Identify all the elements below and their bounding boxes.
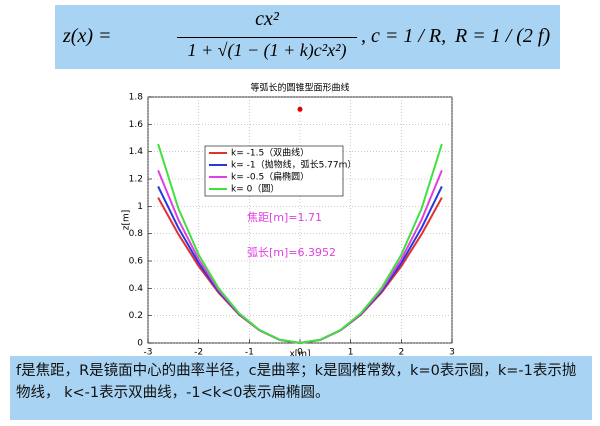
formula-denominator: 1 + √(1 − (1 + k)c²x²) [187,40,347,60]
y-tick-label: 0.6 [129,257,144,267]
y-tick-label: 1.6 [129,120,144,130]
x-tick-label: 0 [297,348,303,358]
series-line [157,143,443,344]
y-tick-label: 1.4 [129,147,144,157]
y-axis-label: z[m] [122,210,132,231]
x-tick-label: 3 [449,348,455,358]
legend-label: k= -0.5（扁椭圆） [231,171,309,183]
formula-radius: R = 1 / (2 f) [455,25,551,47]
x-tick-label: 2 [398,348,404,358]
x-tick-label: -1 [245,348,254,358]
y-tick-label: 0 [137,339,143,349]
annotation: 焦距[m]=1.71 [247,211,322,224]
formula-numerator: cx² [255,8,279,30]
legend-label: k= -1（抛物线，弧长5.77m） [231,159,356,171]
y-tick-label: 1.2 [129,175,143,185]
chart-title: 等弧长的圆锥型面形曲线 [250,82,349,94]
y-tick-label: 1.8 [129,93,144,103]
y-tick-label: 0.2 [129,311,143,321]
x-axis-label: x[m] [289,350,310,360]
formula-tail: , c = 1 / R, [361,25,447,47]
formula-lhs: z(x) = [63,25,112,47]
y-tick-label: 0.4 [129,284,144,294]
y-tick-label: 1 [137,202,143,212]
legend-label: k= -1.5（双曲线） [231,147,309,159]
formula: z(x) = cx² 1 + √(1 − (1 + k)c²x²) , c = … [55,5,560,69]
x-tick-label: -3 [144,348,153,358]
caption: f是焦距，R是镜面中心的曲率半径，c是曲率；k是圆椎常数，k=0表示圆，k=-1… [10,356,592,420]
y-tick-label: 0.8 [129,229,144,239]
fraction-bar [177,37,357,38]
legend-box [204,145,344,197]
legend-label: k= 0（圆） [231,184,279,195]
x-tick-label: 1 [348,348,354,358]
x-tick-label: -2 [194,348,203,358]
focus-point [297,106,303,112]
annotation: 弧长[m]=6.3952 [247,245,336,259]
